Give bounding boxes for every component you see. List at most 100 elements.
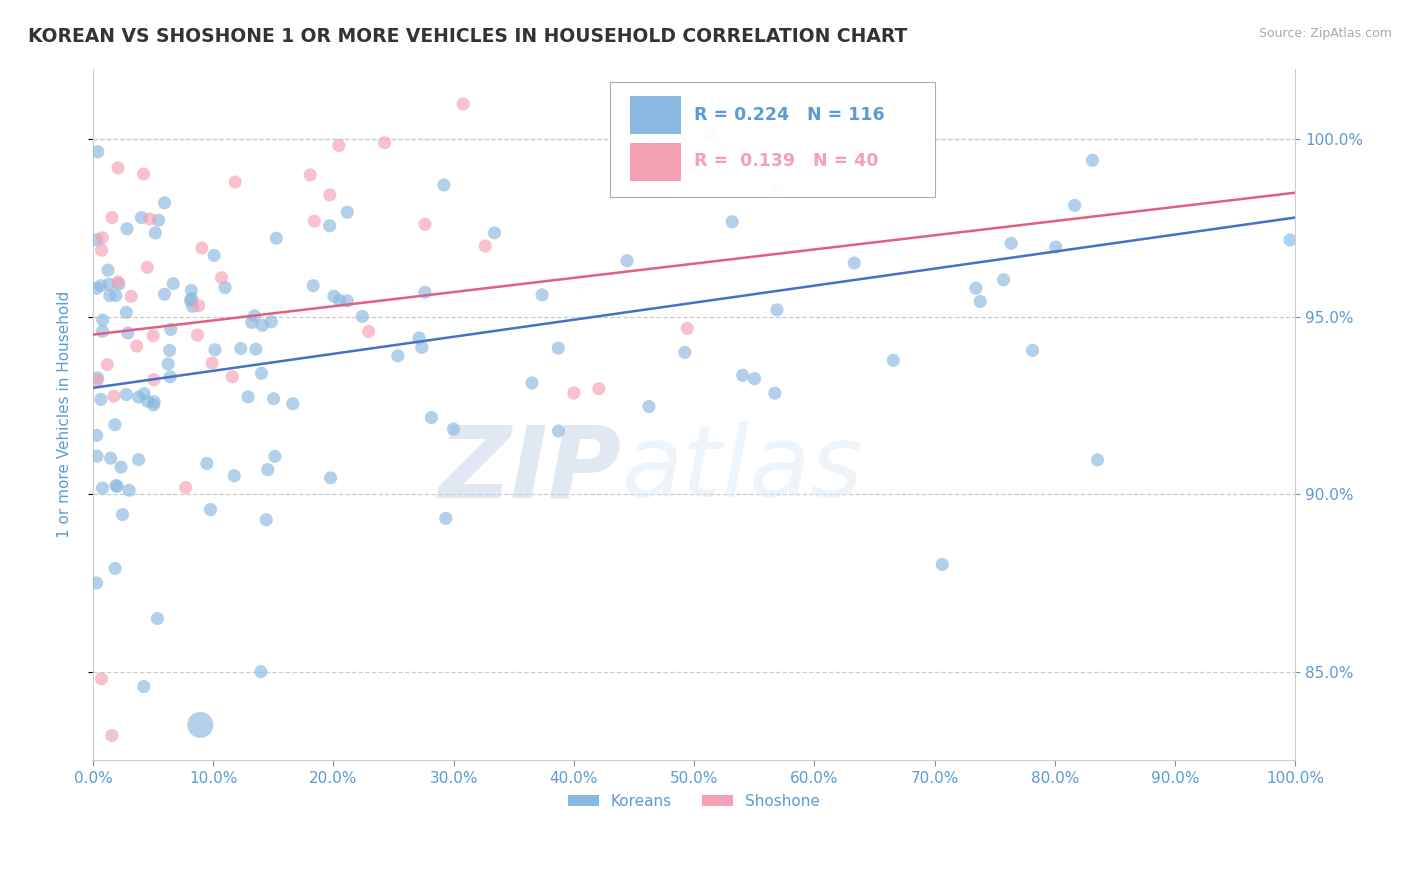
Point: [86, 371, 108, 385]
Point: [174, 481, 197, 495]
Point: [413, 217, 436, 231]
Point: [118, 483, 141, 498]
Point: [336, 293, 359, 308]
Point: [132, 680, 155, 694]
Point: [224, 468, 246, 483]
Point: [763, 386, 786, 401]
Point: [882, 353, 904, 368]
Legend: Koreans, Shoshone: Koreans, Shoshone: [562, 788, 827, 815]
Point: [254, 513, 277, 527]
Point: [86, 374, 108, 388]
Point: [107, 277, 129, 292]
Point: [128, 390, 150, 404]
Point: [91, 313, 114, 327]
Point: [357, 325, 380, 339]
Point: [125, 339, 148, 353]
Point: [159, 343, 181, 358]
Point: [451, 97, 474, 112]
Point: [111, 508, 134, 522]
Point: [531, 288, 554, 302]
Text: atlas: atlas: [621, 421, 863, 518]
Point: [229, 342, 252, 356]
Point: [299, 168, 322, 182]
Point: [120, 289, 142, 303]
Point: [90, 244, 112, 258]
Point: [86, 576, 108, 591]
Point: [304, 214, 326, 228]
Point: [153, 195, 176, 210]
Point: [143, 226, 166, 240]
Point: [1081, 153, 1104, 168]
Point: [107, 275, 129, 289]
Point: [115, 305, 138, 319]
Point: [115, 221, 138, 235]
Point: [243, 309, 266, 323]
Point: [328, 138, 350, 153]
Point: [159, 369, 181, 384]
Point: [1278, 233, 1301, 247]
Point: [1087, 453, 1109, 467]
Point: [128, 452, 150, 467]
Point: [260, 315, 283, 329]
Point: [264, 450, 287, 464]
Point: [132, 386, 155, 401]
Point: [191, 241, 214, 255]
Point: [148, 213, 170, 227]
Point: [844, 256, 866, 270]
Point: [86, 428, 108, 442]
Point: [731, 368, 754, 383]
Point: [374, 136, 396, 150]
Point: [90, 672, 112, 686]
Point: [413, 285, 436, 300]
Point: [846, 146, 869, 161]
Point: [250, 366, 273, 380]
Point: [697, 128, 720, 142]
Text: KOREAN VS SHOSHONE 1 OR MORE VEHICLES IN HOUSEHOLD CORRELATION CHART: KOREAN VS SHOSHONE 1 OR MORE VEHICLES IN…: [28, 27, 907, 45]
Point: [263, 392, 285, 406]
Point: [1021, 343, 1043, 358]
Text: Source: ZipAtlas.com: Source: ZipAtlas.com: [1258, 27, 1392, 40]
Point: [107, 161, 129, 175]
Point: [328, 293, 350, 308]
Point: [202, 248, 225, 262]
Point: [484, 226, 506, 240]
Point: [1063, 198, 1085, 212]
Point: [86, 281, 108, 295]
Point: [240, 315, 263, 329]
Point: [319, 187, 342, 202]
Point: [186, 328, 208, 343]
Point: [201, 356, 224, 370]
Point: [188, 718, 211, 732]
Point: [224, 175, 246, 189]
Point: [87, 145, 110, 159]
Point: [103, 389, 125, 403]
Point: [142, 373, 165, 387]
Point: [195, 457, 218, 471]
Point: [323, 289, 346, 303]
Point: [685, 160, 707, 174]
Point: [520, 376, 543, 390]
Point: [673, 345, 696, 359]
Point: [676, 321, 699, 335]
Point: [616, 253, 638, 268]
Point: [993, 273, 1015, 287]
Point: [638, 400, 661, 414]
Point: [547, 341, 569, 355]
Point: [100, 451, 122, 466]
Point: [104, 478, 127, 492]
Point: [969, 294, 991, 309]
Point: [91, 324, 114, 338]
Point: [765, 183, 787, 197]
Point: [104, 561, 127, 575]
Point: [256, 462, 278, 476]
Point: [86, 449, 108, 463]
Point: [236, 390, 259, 404]
Point: [562, 386, 585, 401]
Text: R = 0.224   N = 116: R = 0.224 N = 116: [695, 106, 884, 124]
Point: [721, 215, 744, 229]
Point: [200, 502, 222, 516]
Point: [352, 310, 374, 324]
Point: [142, 398, 165, 412]
Point: [143, 394, 166, 409]
Point: [90, 392, 112, 407]
